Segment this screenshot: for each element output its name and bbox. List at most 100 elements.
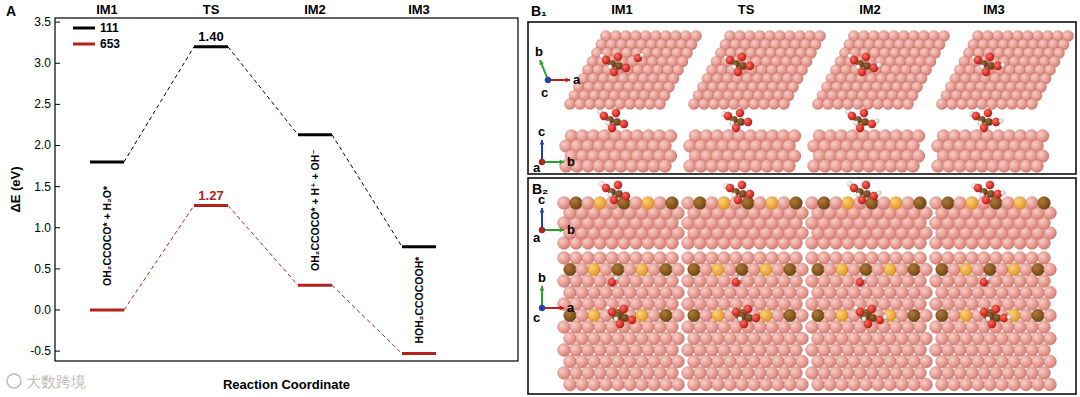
atom <box>812 355 825 368</box>
atom <box>884 309 897 322</box>
atom <box>830 298 843 311</box>
atom <box>972 332 985 345</box>
atom <box>790 344 803 357</box>
atom <box>1002 367 1015 380</box>
atom <box>914 321 927 334</box>
atom <box>754 344 767 357</box>
atom <box>666 298 679 311</box>
atom <box>594 344 607 357</box>
atom <box>606 121 611 126</box>
atom <box>718 252 731 265</box>
atom <box>954 252 967 265</box>
atom <box>812 309 825 322</box>
atom <box>884 286 897 299</box>
atom <box>648 309 661 322</box>
plot-marks <box>90 47 436 354</box>
barrier-label: 1.40 <box>198 29 223 44</box>
atom <box>766 344 779 357</box>
atom <box>908 263 921 276</box>
atom <box>688 286 701 299</box>
atom <box>960 286 973 299</box>
atom <box>860 263 873 276</box>
atom <box>872 355 885 368</box>
atom <box>642 344 655 357</box>
atom <box>576 309 589 322</box>
atom <box>666 321 679 334</box>
atom <box>836 355 849 368</box>
y-tick-label: 2.5 <box>34 97 51 111</box>
atom <box>712 332 725 345</box>
atom <box>1031 160 1044 173</box>
atom <box>682 344 695 357</box>
atom <box>694 252 707 265</box>
atom <box>936 332 949 345</box>
atom <box>1002 344 1015 357</box>
atom <box>698 98 709 109</box>
atom <box>600 378 613 391</box>
atom <box>600 263 613 276</box>
atom <box>954 367 967 380</box>
atom <box>830 344 843 357</box>
atom <box>1002 197 1015 210</box>
atom <box>818 321 831 334</box>
atom <box>738 98 749 109</box>
atom <box>576 263 589 276</box>
atom <box>754 298 767 311</box>
atom <box>948 309 961 322</box>
species-label: OH₂CCOCO* + H⁺ + OH⁻ <box>309 149 321 271</box>
atom <box>942 344 955 357</box>
atom <box>730 121 735 126</box>
atom <box>790 252 803 265</box>
legend-label: 653 <box>100 37 120 51</box>
atom <box>824 286 837 299</box>
atom <box>996 286 1009 299</box>
atom <box>694 197 707 210</box>
atom <box>854 197 867 210</box>
atom <box>642 275 655 288</box>
atom <box>612 263 625 276</box>
atom <box>760 378 773 391</box>
atom <box>822 98 833 109</box>
connector <box>228 206 298 286</box>
atom <box>946 98 957 109</box>
atom <box>694 298 707 311</box>
atom <box>706 321 719 334</box>
atom <box>754 197 767 210</box>
atom <box>878 344 891 357</box>
atom <box>760 309 773 322</box>
axis-arrowhead <box>540 140 545 144</box>
atom <box>752 314 760 322</box>
atom <box>830 252 843 265</box>
atom <box>996 263 1009 276</box>
atom <box>1008 263 1021 276</box>
atom <box>718 344 731 357</box>
atom <box>936 355 949 368</box>
atom <box>884 332 897 345</box>
atom <box>942 275 955 288</box>
x-axis-label: Reaction Coordinate <box>223 377 350 392</box>
atom <box>600 332 613 345</box>
atom <box>564 286 577 299</box>
atom <box>558 197 571 210</box>
atom <box>746 190 754 198</box>
atom <box>842 275 855 288</box>
atom <box>748 378 761 391</box>
atom <box>672 355 685 368</box>
atom <box>1008 286 1021 299</box>
atom <box>878 252 891 265</box>
atom <box>1001 191 1006 196</box>
atom <box>758 98 769 109</box>
atom <box>1007 315 1012 320</box>
atom <box>790 197 803 210</box>
atom <box>588 263 601 276</box>
atom <box>1001 63 1006 68</box>
atom <box>902 275 915 288</box>
atom <box>790 275 803 288</box>
atom <box>778 321 791 334</box>
atom <box>618 344 631 357</box>
atom <box>1002 275 1015 288</box>
atom <box>862 276 867 281</box>
atom <box>576 286 589 299</box>
atom <box>700 332 713 345</box>
atom <box>872 378 885 391</box>
